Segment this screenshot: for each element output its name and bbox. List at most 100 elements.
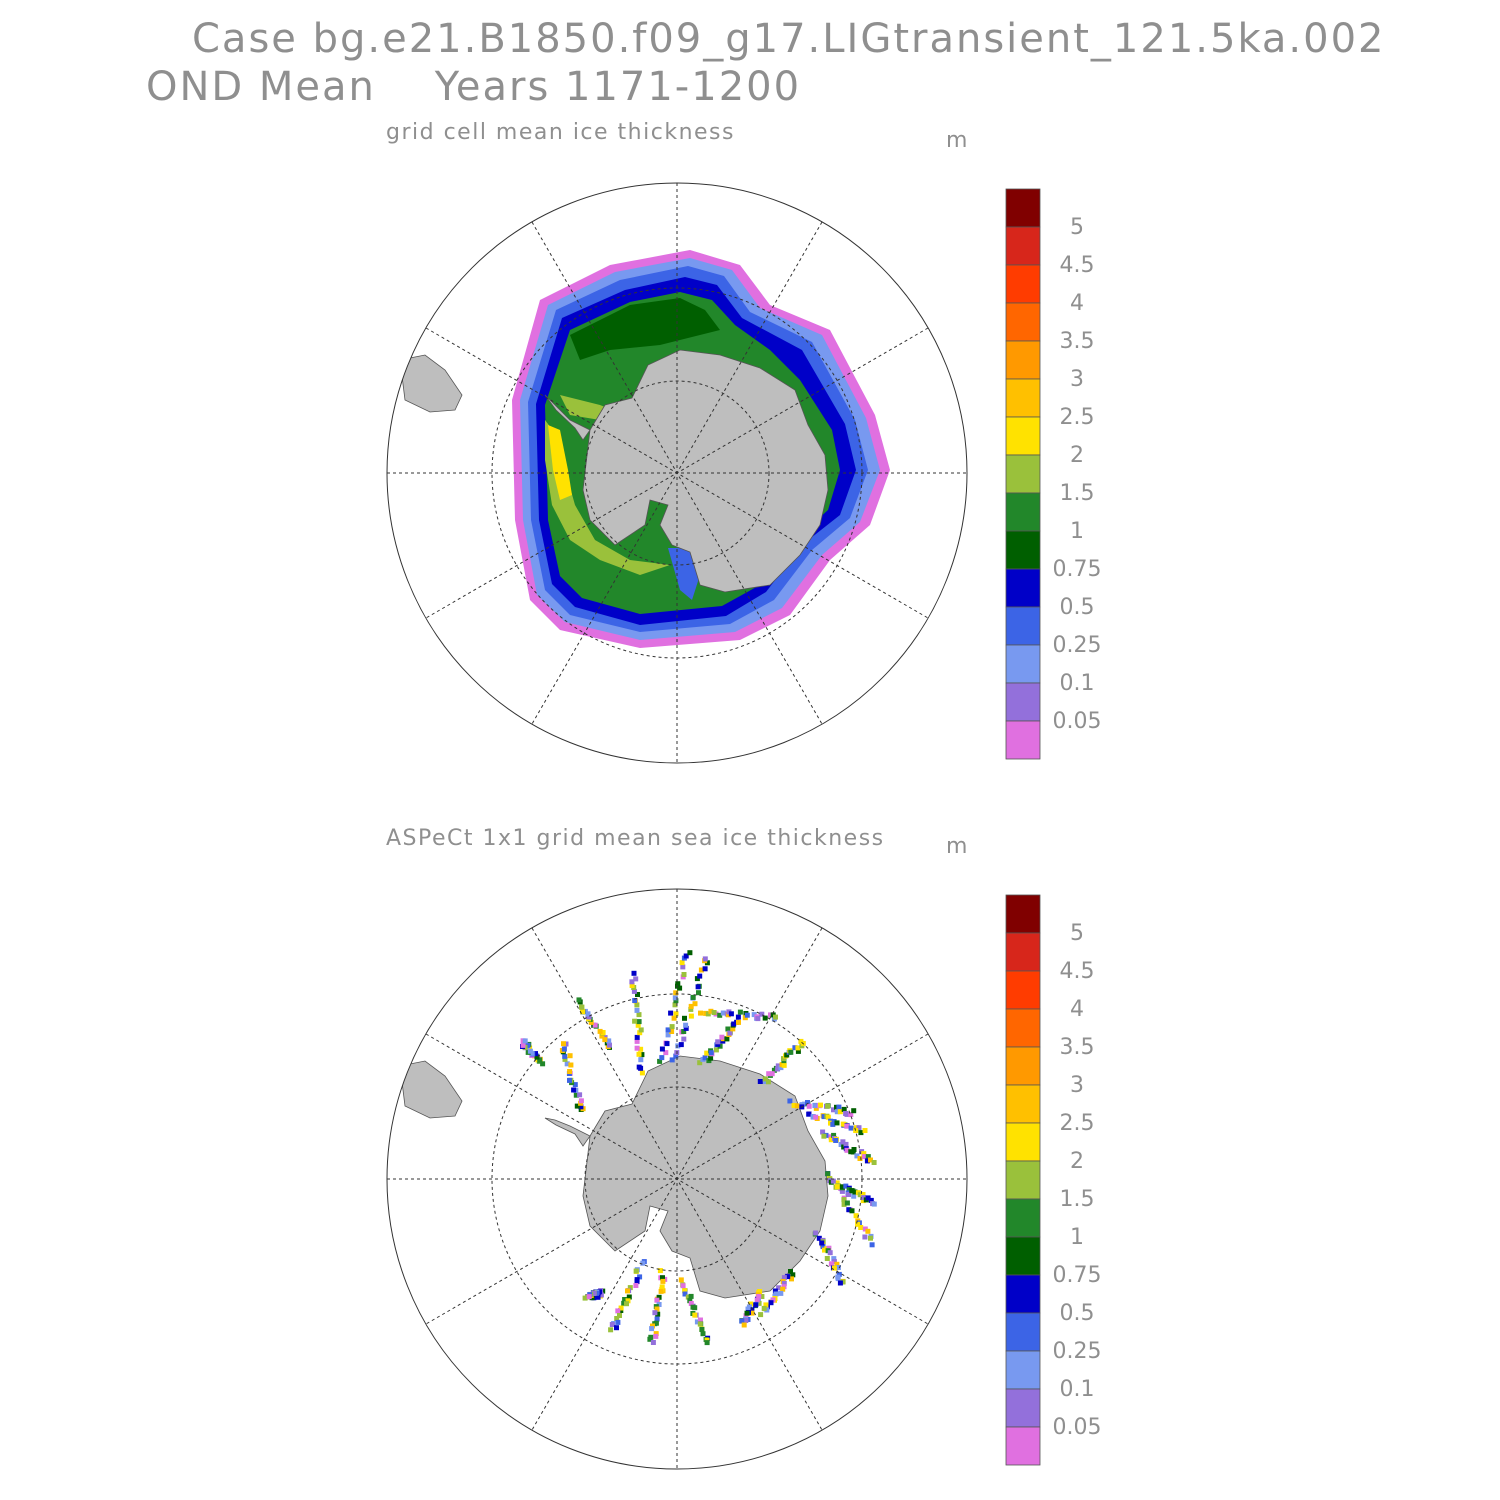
observation-cell [835,1265,841,1270]
colorbar-swatch [1005,1084,1041,1124]
observation-cell [831,1256,837,1262]
observation-cell [592,1022,598,1028]
observation-cell [708,1055,714,1061]
observation-cell [841,1144,847,1150]
observation-cell [830,1121,836,1127]
colorbar-label: 4.5 [1060,253,1095,278]
observation-cell [849,1188,855,1194]
colorbar-label: 3.5 [1060,1035,1095,1060]
observation-cell [860,1198,866,1204]
colorbar-swatch [1005,340,1041,380]
observation-cell [578,1104,584,1110]
observation-cell [599,1033,605,1039]
observation-cell [576,997,582,1003]
observation-cell [607,1042,612,1048]
observation-cell [672,995,678,1001]
observation-cell [537,1057,543,1063]
colorbar-label: 0.25 [1053,1339,1102,1364]
observation-cell [639,1070,645,1076]
observation-cell [573,1092,579,1098]
observation-cell [638,1046,644,1052]
observation-cell [846,1207,852,1213]
colorbar-label: 5 [1070,215,1084,240]
observation-cell [773,1014,778,1020]
observation-cell [579,1004,585,1010]
observation-cell [669,1057,675,1063]
observation-cell [762,1076,768,1082]
observation-cell [653,1331,659,1337]
colorbar-swatch [1005,378,1041,418]
observation-cell [834,1261,840,1267]
observation-cell [844,1111,850,1117]
colorbar-swatch [1005,530,1041,570]
observation-cell [704,960,710,966]
observation-cell [580,1009,586,1015]
observation-cell [634,1279,640,1285]
observation-cell [678,1277,684,1283]
colorbar-swatch [1005,1046,1041,1086]
observation-cell [624,1301,629,1307]
colorbar-swatch [1005,894,1041,934]
observation-cell [659,1046,665,1052]
observation-cell [678,1042,684,1048]
observation-cell [821,1114,827,1120]
observation-cell [748,1301,754,1307]
observation-cell [654,1306,660,1312]
colorbar-label: 0.75 [1053,557,1102,582]
observation-cell [533,1051,538,1057]
observation-cell [869,1242,875,1248]
observation-cell [702,956,708,962]
observation-cell [688,1301,694,1306]
observation-cell [831,1132,837,1138]
observation-cell [846,1187,852,1193]
observation-cell [653,1320,659,1326]
ice-band-0.75 [570,298,720,360]
colorbar-label: 4 [1070,997,1084,1022]
observation-cell [837,1280,843,1286]
observation-cell [788,1269,793,1274]
observation-cell [851,1193,857,1199]
colorbar-swatch [1005,1426,1041,1466]
observation-cell [727,1030,733,1036]
observation-cell [703,1010,709,1016]
case-title: Case bg.e21.B1850.f09_g17.LIGtransient_1… [192,16,1386,62]
colorbar-label: 0.25 [1053,633,1102,658]
observation-cell [659,1055,665,1061]
observation-cell [672,1002,678,1008]
colorbar-swatch [1005,416,1041,456]
observation-cell [688,1003,694,1009]
colorbar-2: 5 4.5 4 3.5 3 2.5 2 1.5 1 0.75 0.5 0.25 0.1 0.05 [1005,894,1102,1466]
colorbar-swatch [1005,606,1041,646]
observation-cell [638,1027,644,1033]
observation-cell [657,1058,663,1064]
observation-cell [850,1149,856,1155]
peninsula-2 [544,1117,591,1147]
observation-cell [830,1178,836,1184]
observation-cell [841,1201,847,1207]
observation-cell [765,1079,771,1085]
observation-cell [669,1024,675,1030]
observation-cell [858,1130,864,1136]
observation-cell [597,1289,603,1295]
observation-cell [664,1041,670,1047]
colorbar-swatch [1005,932,1041,972]
observation-cell [571,1087,577,1093]
observation-cell [650,1323,655,1329]
observation-cell [647,1336,653,1342]
observation-cell [828,1261,834,1267]
south-america [399,354,463,413]
map-model-boundary [386,182,968,764]
colorbar-1: 5 4.5 4 3.5 3 2.5 2 1.5 1 0.75 0.5 0.25 0.1 0.05 [1005,188,1102,760]
observation-cell [639,1052,645,1058]
observation-cell [682,1015,687,1021]
observation-cell [591,1291,597,1296]
observation-cell [715,1039,721,1045]
observation-cell [615,1308,621,1314]
observation-cell [625,1288,630,1294]
colorbar-swatch [1005,188,1041,228]
observation-cell [773,1291,779,1297]
colorbar-swatch [1005,1388,1041,1428]
observation-cell [856,1125,862,1131]
observation-cell [656,1302,662,1307]
observation-cell [665,1027,671,1033]
